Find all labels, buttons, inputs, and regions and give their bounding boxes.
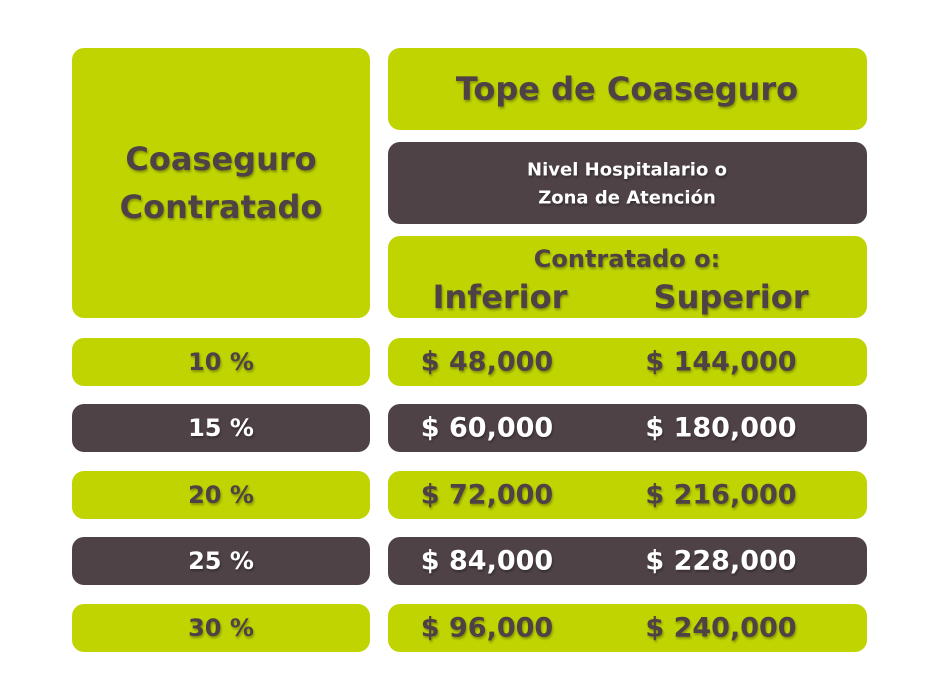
column-header: Inferior bbox=[432, 278, 568, 316]
coaseguro-cell: 20 % bbox=[188, 481, 254, 509]
row-left-box bbox=[72, 338, 370, 386]
amount-cell: $ 60,000 bbox=[420, 412, 554, 444]
amount-cell: $ 240,000 bbox=[645, 612, 797, 644]
subheader-line: Zona de Atención bbox=[538, 187, 716, 209]
coaseguro-cell: 15 % bbox=[188, 414, 254, 442]
row-left-box bbox=[72, 604, 370, 652]
columns-box bbox=[388, 236, 867, 318]
amount-cell: $ 228,000 bbox=[645, 545, 797, 577]
amount-cell: $ 72,000 bbox=[420, 479, 554, 511]
row-right-box bbox=[388, 404, 867, 452]
right-title: Tope de Coaseguro bbox=[455, 70, 799, 108]
row-right-box bbox=[388, 604, 867, 652]
amount-cell: $ 84,000 bbox=[420, 545, 554, 577]
row-right-box bbox=[388, 338, 867, 386]
coaseguro-cell: 25 % bbox=[188, 547, 254, 575]
coaseguro-cell: 30 % bbox=[188, 614, 254, 642]
row-left-box bbox=[72, 404, 370, 452]
amount-cell: $ 48,000 bbox=[420, 346, 554, 378]
column-group: Contratado o: bbox=[533, 245, 721, 273]
left-header-box bbox=[72, 48, 370, 318]
left-title-line: Contratado bbox=[119, 188, 323, 226]
row-left-box bbox=[72, 537, 370, 585]
row-left-box bbox=[72, 471, 370, 519]
amount-cell: $ 144,000 bbox=[645, 346, 797, 378]
amount-cell: $ 96,000 bbox=[420, 612, 554, 644]
left-title-line: Coaseguro bbox=[125, 140, 317, 178]
column-header: Superior bbox=[653, 278, 809, 316]
subheader-line: Nivel Hospitalario o bbox=[527, 159, 727, 181]
row-right-box bbox=[388, 537, 867, 585]
right-title-box bbox=[388, 48, 867, 130]
row-right-box bbox=[388, 471, 867, 519]
coaseguro-cell: 10 % bbox=[188, 348, 254, 376]
subheader-box bbox=[388, 142, 867, 224]
amount-cell: $ 216,000 bbox=[645, 479, 797, 511]
amount-cell: $ 180,000 bbox=[645, 412, 797, 444]
